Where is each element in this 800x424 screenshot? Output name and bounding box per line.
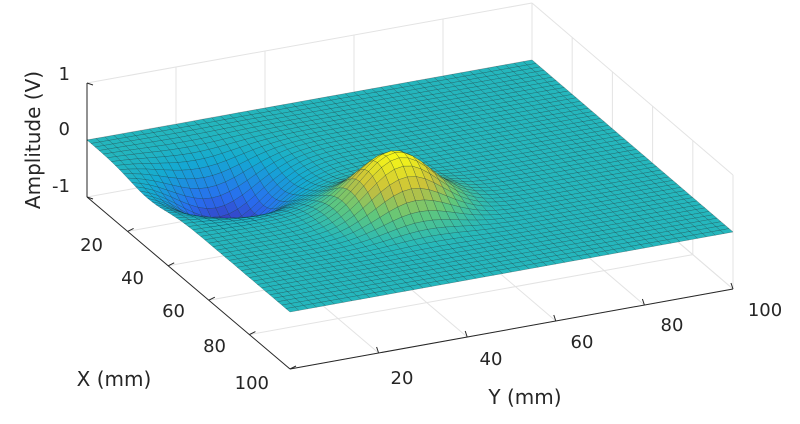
y-tick bbox=[730, 282, 734, 290]
y-tick bbox=[376, 346, 380, 354]
z-tick bbox=[86, 82, 94, 86]
x-axis-line bbox=[86, 196, 291, 370]
y-tick bbox=[641, 298, 645, 306]
grid-line bbox=[249, 254, 693, 336]
y-axis-label: Y (mm) bbox=[487, 385, 561, 409]
y-tick bbox=[553, 314, 557, 322]
y-tick-label: 40 bbox=[480, 349, 503, 370]
x-tick-label: 80 bbox=[203, 336, 226, 357]
y-axis-line bbox=[289, 288, 734, 370]
x-tick bbox=[127, 227, 134, 232]
y-tick-label: 80 bbox=[661, 315, 684, 336]
z-tick-label: 1 bbox=[59, 64, 70, 85]
z-tick-label: -1 bbox=[52, 176, 70, 197]
x-tick bbox=[208, 296, 216, 301]
x-tick-label: 20 bbox=[80, 235, 103, 256]
x-tick-labels: 20 40 60 80 100 bbox=[80, 235, 269, 394]
surface-patch bbox=[285, 306, 300, 313]
y-tick-label: 20 bbox=[391, 368, 414, 389]
z-tick-label: 0 bbox=[59, 119, 70, 140]
y-tick-label: 100 bbox=[748, 300, 782, 321]
grid-line bbox=[86, 2, 533, 84]
z-axis-label: Amplitude (V) bbox=[21, 71, 45, 209]
x-tick bbox=[249, 331, 256, 336]
z-tick bbox=[86, 196, 94, 200]
x-tick-label: 60 bbox=[162, 301, 185, 322]
x-tick-label: 40 bbox=[121, 268, 144, 289]
y-tick-labels: 20 40 60 80 100 bbox=[391, 300, 783, 389]
z-tick-labels: 1 0 -1 bbox=[52, 64, 70, 197]
x-tick-label: 100 bbox=[235, 373, 269, 394]
x-tick bbox=[289, 365, 297, 370]
y-tick bbox=[464, 330, 468, 338]
y-tick-label: 60 bbox=[571, 332, 594, 353]
surface-mesh bbox=[86, 59, 734, 313]
x-tick bbox=[167, 262, 175, 267]
grid-line bbox=[531, 2, 734, 176]
x-axis-label: X (mm) bbox=[77, 367, 152, 391]
